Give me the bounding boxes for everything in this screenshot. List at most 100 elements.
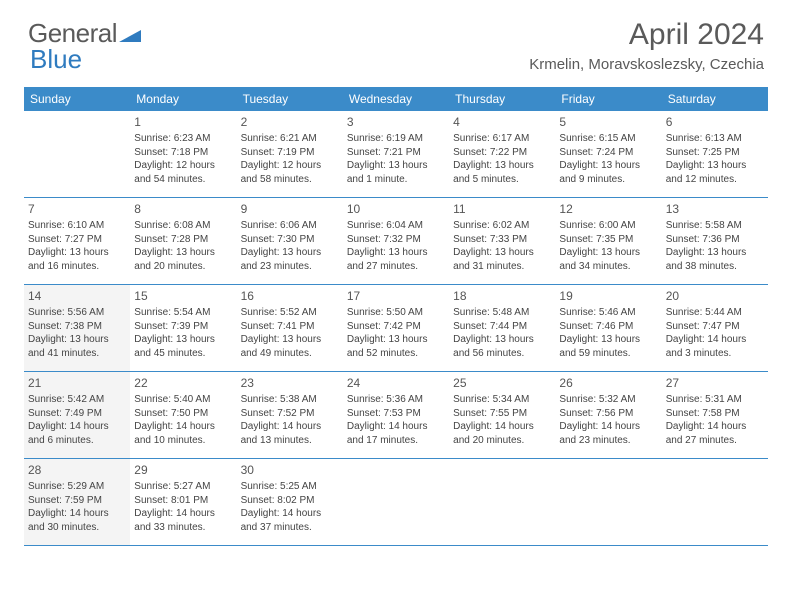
day-cell: 25Sunrise: 5:34 AMSunset: 7:55 PMDayligh…	[449, 372, 555, 458]
day-cell: 11Sunrise: 6:02 AMSunset: 7:33 PMDayligh…	[449, 198, 555, 284]
day-cell: 2Sunrise: 6:21 AMSunset: 7:19 PMDaylight…	[237, 111, 343, 197]
sunrise-text: Sunrise: 5:31 AM	[666, 393, 764, 407]
daylight-text: Daylight: 13 hours and 12 minutes.	[666, 159, 764, 186]
day-cell: 26Sunrise: 5:32 AMSunset: 7:56 PMDayligh…	[555, 372, 661, 458]
sunrise-text: Sunrise: 6:15 AM	[559, 132, 657, 146]
day-cell	[449, 459, 555, 545]
sunrise-text: Sunrise: 5:40 AM	[134, 393, 232, 407]
day-cell: 6Sunrise: 6:13 AMSunset: 7:25 PMDaylight…	[662, 111, 768, 197]
sunrise-text: Sunrise: 5:58 AM	[666, 219, 764, 233]
week-row: 1Sunrise: 6:23 AMSunset: 7:18 PMDaylight…	[24, 111, 768, 198]
day-cell: 23Sunrise: 5:38 AMSunset: 7:52 PMDayligh…	[237, 372, 343, 458]
page-header: General April 2024 Krmelin, Moravskoslez…	[0, 0, 792, 81]
day-number: 16	[241, 288, 339, 304]
day-cell	[555, 459, 661, 545]
daylight-text: Daylight: 14 hours and 3 minutes.	[666, 333, 764, 360]
sunrise-text: Sunrise: 5:50 AM	[347, 306, 445, 320]
day-cell: 13Sunrise: 5:58 AMSunset: 7:36 PMDayligh…	[662, 198, 768, 284]
sunset-text: Sunset: 8:02 PM	[241, 494, 339, 508]
sunrise-text: Sunrise: 6:10 AM	[28, 219, 126, 233]
weekday-header: Wednesday	[343, 87, 449, 111]
day-cell: 10Sunrise: 6:04 AMSunset: 7:32 PMDayligh…	[343, 198, 449, 284]
day-cell: 22Sunrise: 5:40 AMSunset: 7:50 PMDayligh…	[130, 372, 236, 458]
sunset-text: Sunset: 7:24 PM	[559, 146, 657, 160]
day-number: 7	[28, 201, 126, 217]
day-number: 13	[666, 201, 764, 217]
sunset-text: Sunset: 7:41 PM	[241, 320, 339, 334]
sunrise-text: Sunrise: 5:48 AM	[453, 306, 551, 320]
logo-text-blue: Blue	[30, 44, 82, 75]
day-number: 5	[559, 114, 657, 130]
day-number: 18	[453, 288, 551, 304]
day-cell: 1Sunrise: 6:23 AMSunset: 7:18 PMDaylight…	[130, 111, 236, 197]
day-cell: 14Sunrise: 5:56 AMSunset: 7:38 PMDayligh…	[24, 285, 130, 371]
daylight-text: Daylight: 13 hours and 27 minutes.	[347, 246, 445, 273]
daylight-text: Daylight: 13 hours and 34 minutes.	[559, 246, 657, 273]
month-title: April 2024	[529, 18, 764, 52]
sunrise-text: Sunrise: 6:21 AM	[241, 132, 339, 146]
title-block: April 2024 Krmelin, Moravskoslezsky, Cze…	[529, 18, 764, 73]
sunset-text: Sunset: 7:19 PM	[241, 146, 339, 160]
sunset-text: Sunset: 7:38 PM	[28, 320, 126, 334]
week-row: 21Sunrise: 5:42 AMSunset: 7:49 PMDayligh…	[24, 372, 768, 459]
sunset-text: Sunset: 7:50 PM	[134, 407, 232, 421]
day-number: 28	[28, 462, 126, 478]
sunrise-text: Sunrise: 6:17 AM	[453, 132, 551, 146]
day-cell: 15Sunrise: 5:54 AMSunset: 7:39 PMDayligh…	[130, 285, 236, 371]
daylight-text: Daylight: 13 hours and 52 minutes.	[347, 333, 445, 360]
sunset-text: Sunset: 7:53 PM	[347, 407, 445, 421]
day-number: 9	[241, 201, 339, 217]
day-number: 12	[559, 201, 657, 217]
daylight-text: Daylight: 14 hours and 17 minutes.	[347, 420, 445, 447]
day-number: 2	[241, 114, 339, 130]
sunrise-text: Sunrise: 5:56 AM	[28, 306, 126, 320]
weekday-header: Thursday	[449, 87, 555, 111]
sunrise-text: Sunrise: 5:36 AM	[347, 393, 445, 407]
sunrise-text: Sunrise: 6:13 AM	[666, 132, 764, 146]
day-number: 30	[241, 462, 339, 478]
sunrise-text: Sunrise: 5:44 AM	[666, 306, 764, 320]
daylight-text: Daylight: 13 hours and 16 minutes.	[28, 246, 126, 273]
day-cell: 16Sunrise: 5:52 AMSunset: 7:41 PMDayligh…	[237, 285, 343, 371]
day-number: 26	[559, 375, 657, 391]
day-cell	[343, 459, 449, 545]
sunrise-text: Sunrise: 5:29 AM	[28, 480, 126, 494]
logo-triangle-icon	[119, 18, 141, 49]
daylight-text: Daylight: 13 hours and 9 minutes.	[559, 159, 657, 186]
day-cell: 7 Sunrise: 6:10 AMSunset: 7:27 PMDaylight…	[24, 198, 130, 284]
sunrise-text: Sunrise: 5:46 AM	[559, 306, 657, 320]
day-number: 17	[347, 288, 445, 304]
daylight-text: Daylight: 14 hours and 23 minutes.	[559, 420, 657, 447]
day-cell: 28Sunrise: 5:29 AMSunset: 7:59 PMDayligh…	[24, 459, 130, 545]
daylight-text: Daylight: 13 hours and 5 minutes.	[453, 159, 551, 186]
day-number: 8	[134, 201, 232, 217]
sunset-text: Sunset: 7:30 PM	[241, 233, 339, 247]
sunrise-text: Sunrise: 5:25 AM	[241, 480, 339, 494]
day-cell: 3Sunrise: 6:19 AMSunset: 7:21 PMDaylight…	[343, 111, 449, 197]
sunrise-text: Sunrise: 6:02 AM	[453, 219, 551, 233]
day-number: 25	[453, 375, 551, 391]
sunset-text: Sunset: 7:49 PM	[28, 407, 126, 421]
sunset-text: Sunset: 7:18 PM	[134, 146, 232, 160]
daylight-text: Daylight: 13 hours and 59 minutes.	[559, 333, 657, 360]
daylight-text: Daylight: 13 hours and 20 minutes.	[134, 246, 232, 273]
day-cell: 27Sunrise: 5:31 AMSunset: 7:58 PMDayligh…	[662, 372, 768, 458]
daylight-text: Daylight: 13 hours and 56 minutes.	[453, 333, 551, 360]
daylight-text: Daylight: 14 hours and 37 minutes.	[241, 507, 339, 534]
day-cell: 19Sunrise: 5:46 AMSunset: 7:46 PMDayligh…	[555, 285, 661, 371]
day-cell: 8Sunrise: 6:08 AMSunset: 7:28 PMDaylight…	[130, 198, 236, 284]
sunrise-text: Sunrise: 5:27 AM	[134, 480, 232, 494]
daylight-text: Daylight: 13 hours and 23 minutes.	[241, 246, 339, 273]
sunrise-text: Sunrise: 5:42 AM	[28, 393, 126, 407]
weekday-header-row: SundayMondayTuesdayWednesdayThursdayFrid…	[24, 87, 768, 111]
day-number: 3	[347, 114, 445, 130]
daylight-text: Daylight: 14 hours and 27 minutes.	[666, 420, 764, 447]
sunrise-text: Sunrise: 5:52 AM	[241, 306, 339, 320]
day-number: 15	[134, 288, 232, 304]
day-cell: 17Sunrise: 5:50 AMSunset: 7:42 PMDayligh…	[343, 285, 449, 371]
sunset-text: Sunset: 7:27 PM	[28, 233, 126, 247]
day-number: 22	[134, 375, 232, 391]
sunset-text: Sunset: 7:52 PM	[241, 407, 339, 421]
daylight-text: Daylight: 14 hours and 33 minutes.	[134, 507, 232, 534]
sunset-text: Sunset: 7:55 PM	[453, 407, 551, 421]
